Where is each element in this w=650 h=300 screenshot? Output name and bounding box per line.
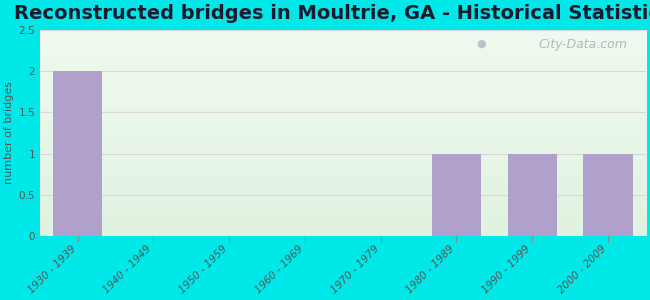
Text: City-Data.com: City-Data.com [539, 38, 628, 52]
Bar [432, 154, 481, 236]
Y-axis label: number of bridges: number of bridges [4, 82, 14, 184]
Bar [53, 71, 102, 236]
Bar [583, 154, 632, 236]
Bar [508, 154, 557, 236]
Title: Reconstructed bridges in Moultrie, GA - Historical Statistics: Reconstructed bridges in Moultrie, GA - … [14, 4, 650, 23]
Text: ●: ● [476, 38, 486, 49]
